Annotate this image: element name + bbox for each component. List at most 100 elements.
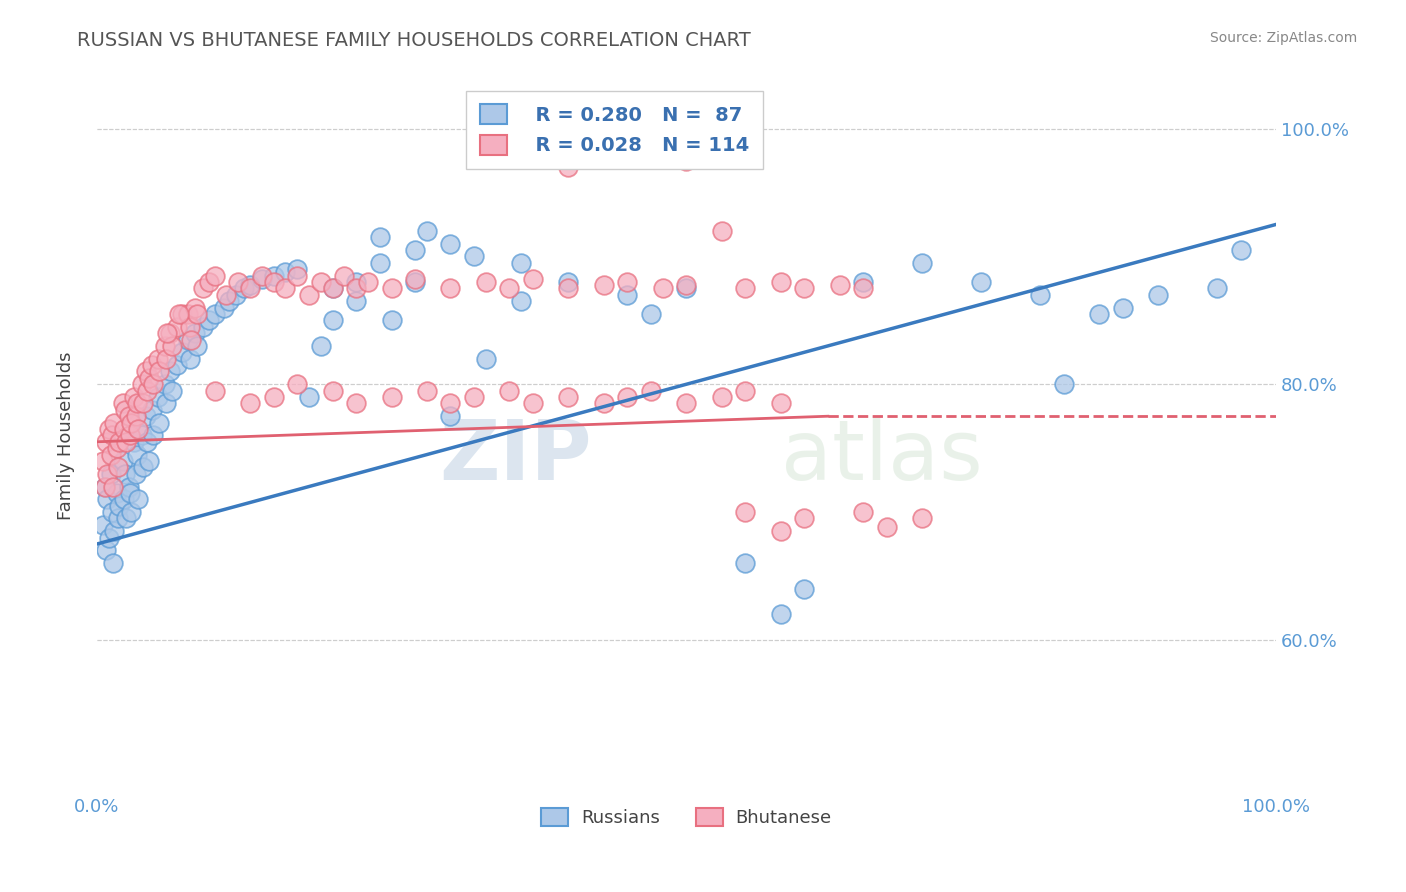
Point [274, 281, 297, 295]
Point [131, 377, 153, 392]
Point [125, 448, 148, 462]
Point [309, 275, 332, 289]
Point [380, 390, 402, 404]
Point [793, 281, 815, 295]
Point [103, 479, 125, 493]
Point [146, 351, 169, 366]
Point [118, 428, 141, 442]
Point [131, 396, 153, 410]
Point [1147, 287, 1170, 301]
Point [105, 486, 128, 500]
Point [522, 272, 544, 286]
Point [911, 511, 934, 525]
Point [475, 351, 498, 366]
Point [734, 384, 756, 398]
Point [204, 307, 226, 321]
Point [100, 448, 122, 462]
Point [852, 275, 875, 289]
Point [344, 275, 367, 289]
Point [439, 236, 461, 251]
Text: atlas: atlas [780, 417, 983, 498]
Point [112, 422, 135, 436]
Point [322, 313, 344, 327]
Point [118, 486, 141, 500]
Point [239, 396, 262, 410]
Point [380, 281, 402, 295]
Point [131, 460, 153, 475]
Point [250, 272, 273, 286]
Point [105, 441, 128, 455]
Point [557, 390, 579, 404]
Point [136, 434, 159, 449]
Point [333, 268, 356, 283]
Point [592, 277, 614, 292]
Point [769, 524, 792, 539]
Point [710, 224, 733, 238]
Point [616, 287, 638, 301]
Point [155, 351, 177, 366]
Point [322, 281, 344, 295]
Point [498, 384, 520, 398]
Point [197, 275, 219, 289]
Point [204, 268, 226, 283]
Point [96, 467, 118, 481]
Point [828, 277, 851, 292]
Point [125, 396, 148, 410]
Point [117, 409, 139, 424]
Point [160, 339, 183, 353]
Point [675, 153, 697, 168]
Point [675, 281, 697, 295]
Point [439, 281, 461, 295]
Point [117, 479, 139, 493]
Point [96, 492, 118, 507]
Point [357, 275, 380, 289]
Point [439, 409, 461, 424]
Point [911, 256, 934, 270]
Point [380, 313, 402, 327]
Point [309, 339, 332, 353]
Point [94, 543, 117, 558]
Point [114, 402, 136, 417]
Point [828, 876, 851, 890]
Point [153, 377, 176, 392]
Point [135, 409, 157, 424]
Point [274, 265, 297, 279]
Point [138, 454, 160, 468]
Point [439, 396, 461, 410]
Point [142, 377, 165, 392]
Point [115, 434, 138, 449]
Point [404, 275, 426, 289]
Point [970, 275, 993, 289]
Point [1088, 307, 1111, 321]
Point [91, 454, 114, 468]
Point [141, 358, 163, 372]
Point [404, 243, 426, 257]
Point [463, 249, 485, 263]
Point [734, 505, 756, 519]
Point [263, 390, 285, 404]
Point [191, 281, 214, 295]
Point [127, 422, 149, 436]
Point [135, 364, 157, 378]
Point [322, 281, 344, 295]
Point [156, 326, 179, 340]
Point [103, 416, 125, 430]
Point [1206, 281, 1229, 295]
Point [148, 416, 170, 430]
Point [136, 384, 159, 398]
Point [111, 454, 134, 468]
Point [170, 307, 193, 321]
Point [710, 390, 733, 404]
Point [285, 262, 308, 277]
Point [186, 307, 208, 321]
Point [94, 479, 117, 493]
Point [368, 256, 391, 270]
Point [344, 396, 367, 410]
Point [146, 390, 169, 404]
Point [285, 377, 308, 392]
Point [131, 428, 153, 442]
Point [1053, 377, 1076, 392]
Point [159, 364, 181, 378]
Point [167, 307, 190, 321]
Point [225, 287, 247, 301]
